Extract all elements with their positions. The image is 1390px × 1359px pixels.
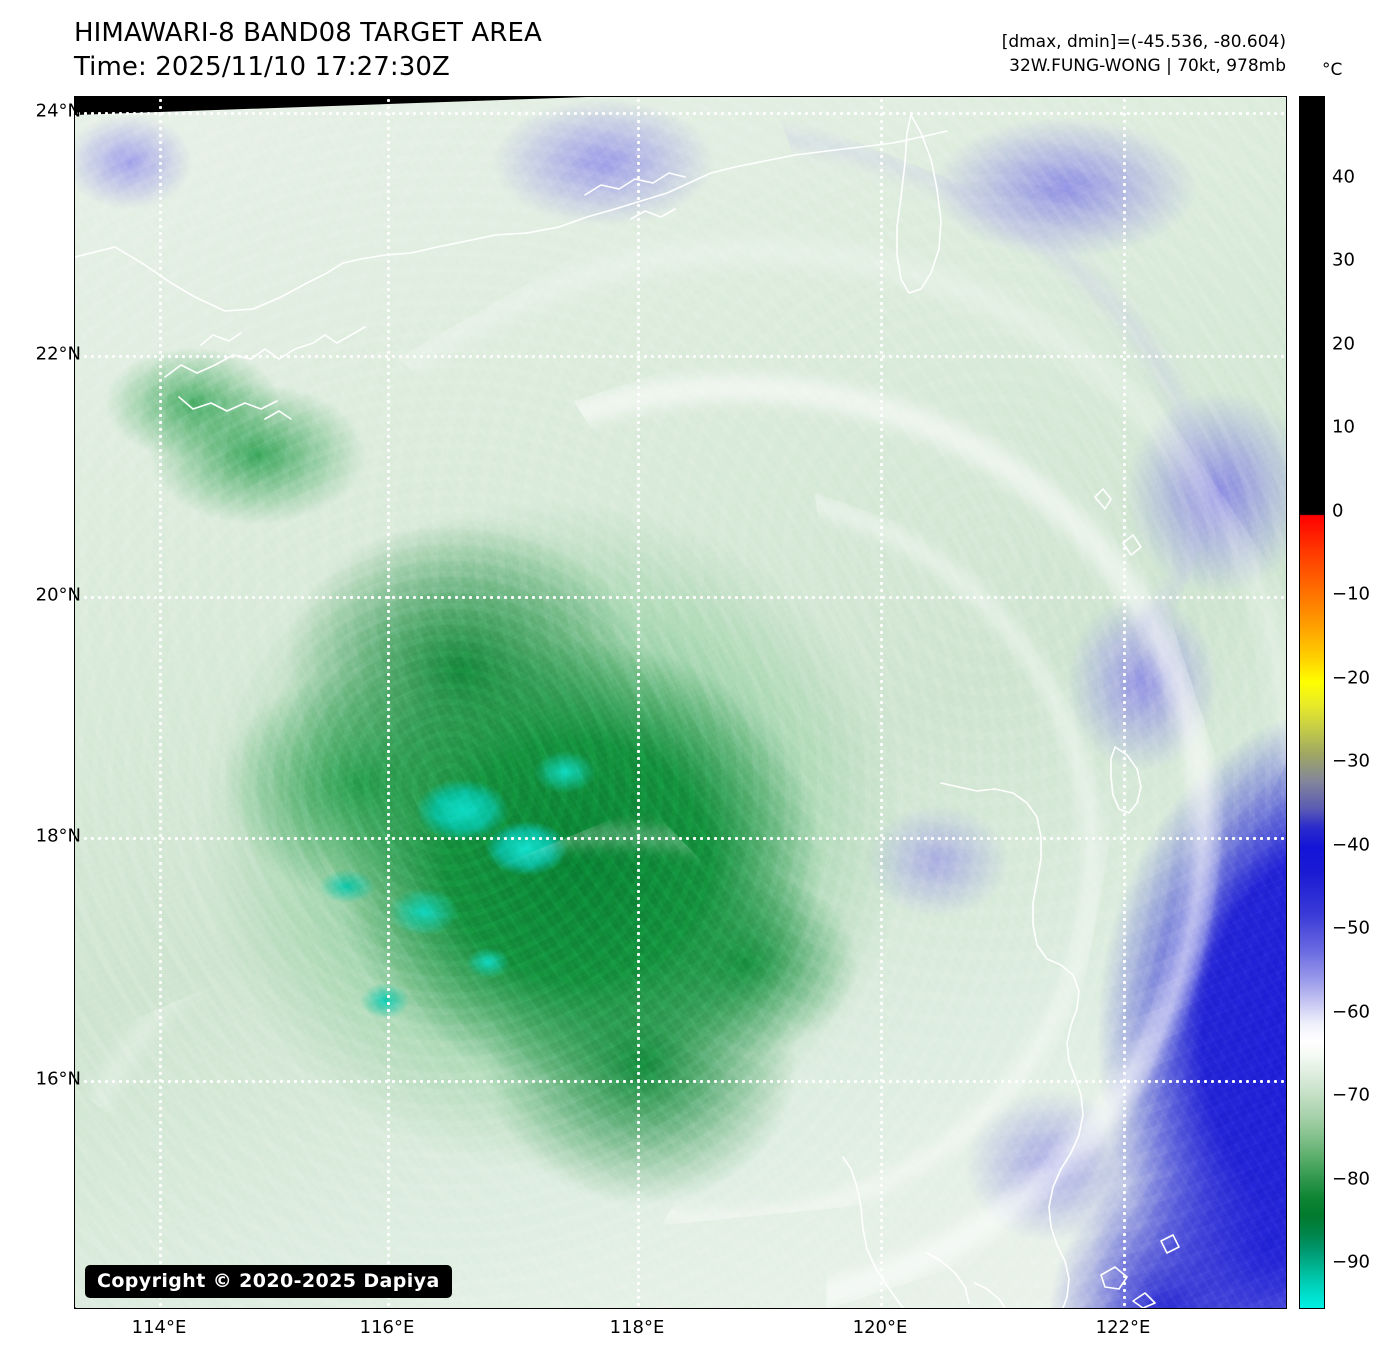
map-clip: Copyright © 2020-2025 Dapiya xyxy=(75,97,1286,1308)
x-axis-tick-label: 122°E xyxy=(1095,1317,1151,1338)
gridline-longitude xyxy=(1123,97,1126,1308)
x-axis-tick-label: 114°E xyxy=(131,1317,187,1338)
gridline-latitude xyxy=(75,837,1286,840)
y-axis-tick-label: 16°N xyxy=(35,1068,81,1090)
gridline-longitude xyxy=(387,97,390,1308)
satellite-map[interactable]: Copyright © 2020-2025 Dapiya xyxy=(74,96,1287,1309)
colorbar-tick-label: −40 xyxy=(1332,834,1370,856)
colorbar-tick-label: −50 xyxy=(1332,917,1370,939)
colorbar-tick-label: 0 xyxy=(1332,500,1344,522)
gridline-longitude xyxy=(637,97,640,1308)
colorbar-tick-label: −30 xyxy=(1332,750,1370,772)
y-axis-tick-label: 20°N xyxy=(35,584,81,606)
x-axis-tick-label: 120°E xyxy=(852,1317,908,1338)
gridline-longitude xyxy=(880,97,883,1308)
satellite-swath xyxy=(75,97,1286,1308)
coastline-overlay xyxy=(75,114,1180,1308)
y-axis-tick-label: 24°N xyxy=(35,100,81,122)
y-axis-tick-label: 18°N xyxy=(35,825,81,847)
observation-time: Time: 2025/11/10 17:27:30Z xyxy=(74,52,450,82)
colorbar-tick-label: −80 xyxy=(1332,1168,1370,1190)
colorbar-tick-label: 40 xyxy=(1332,166,1355,188)
x-axis-tick-label: 116°E xyxy=(359,1317,415,1338)
gridline-latitude xyxy=(75,355,1286,358)
copyright-watermark: Copyright © 2020-2025 Dapiya xyxy=(85,1265,452,1298)
y-axis-tick-label: 22°N xyxy=(35,343,81,365)
colorbar-tick-label: 10 xyxy=(1332,416,1355,438)
title-block: HIMAWARI-8 BAND08 TARGET AREA Time: 2025… xyxy=(74,16,542,84)
colorbar-tick-label: −90 xyxy=(1332,1251,1370,1273)
metadata-block: [dmax, dmin]=(-45.536, -80.604) 32W.FUNG… xyxy=(1002,30,1286,78)
colorbar-tick-label: −60 xyxy=(1332,1001,1370,1023)
colorbar-tick-label: 20 xyxy=(1332,333,1355,355)
colorbar-tick-label: −70 xyxy=(1332,1084,1370,1106)
colorbar-unit-label: °C xyxy=(1322,60,1343,80)
data-range-label: [dmax, dmin]=(-45.536, -80.604) xyxy=(1001,32,1286,52)
colorbar-tick-label: −10 xyxy=(1332,583,1370,605)
colorbar[interactable] xyxy=(1299,96,1325,1309)
x-axis-tick-label: 118°E xyxy=(609,1317,665,1338)
storm-info-label: 32W.FUNG-WONG | 70kt, 978mb xyxy=(1009,56,1286,76)
gridline-latitude xyxy=(75,1080,1286,1083)
gridline-latitude xyxy=(75,112,1286,115)
gridline-longitude xyxy=(159,97,162,1308)
page-title: HIMAWARI-8 BAND08 TARGET AREA xyxy=(74,18,542,48)
colorbar-tick-label: 30 xyxy=(1332,249,1355,271)
colorbar-gradient xyxy=(1300,97,1324,1308)
colorbar-tick-label: −20 xyxy=(1332,667,1370,689)
gridline-latitude xyxy=(75,596,1286,599)
